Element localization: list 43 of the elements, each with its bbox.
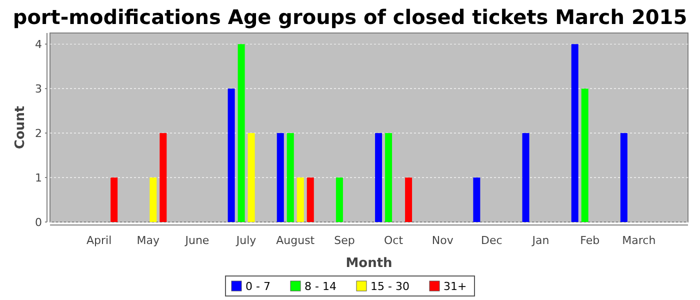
x-tick-label: June bbox=[184, 234, 210, 247]
bar bbox=[228, 88, 235, 222]
bar bbox=[473, 178, 480, 222]
x-tick-label: Dec bbox=[481, 234, 502, 247]
x-tick-label: Jan bbox=[531, 234, 550, 247]
y-tick-label: 3 bbox=[35, 82, 42, 96]
bar bbox=[620, 133, 628, 222]
bar bbox=[276, 133, 284, 222]
bar bbox=[405, 178, 412, 222]
legend-label: 0 - 7 bbox=[246, 280, 270, 293]
bar bbox=[522, 133, 530, 222]
bar bbox=[385, 133, 392, 222]
y-tick-label: 4 bbox=[35, 38, 42, 52]
bar bbox=[238, 44, 245, 222]
x-tick-label: Sep bbox=[334, 234, 355, 247]
bar bbox=[160, 133, 167, 222]
bar bbox=[286, 133, 294, 222]
bar bbox=[375, 133, 382, 222]
x-tick-label: August bbox=[276, 234, 316, 247]
bar bbox=[150, 178, 157, 222]
x-tick-label: Oct bbox=[384, 234, 404, 247]
x-axis-title: Month bbox=[346, 256, 392, 271]
x-tick-label: Nov bbox=[432, 234, 454, 247]
bar bbox=[110, 178, 118, 222]
legend-label: 8 - 14 bbox=[304, 280, 336, 293]
y-tick-label: 0 bbox=[35, 216, 42, 229]
x-tick-label: July bbox=[235, 234, 257, 247]
bar bbox=[571, 44, 578, 222]
x-tick-label: April bbox=[86, 234, 112, 247]
chart-title: port-modifications Age groups of closed tickets March 2015 bbox=[12, 5, 688, 29]
bar bbox=[296, 178, 304, 222]
bar bbox=[248, 133, 255, 222]
y-tick-label: 2 bbox=[35, 127, 42, 140]
x-tick-label: Feb bbox=[580, 234, 600, 247]
x-tick-label: May bbox=[136, 234, 160, 247]
x-tick-label: March bbox=[622, 234, 656, 247]
bar bbox=[336, 178, 343, 222]
legend-label: 15 - 30 bbox=[370, 280, 410, 293]
y-tick-label: 1 bbox=[35, 172, 42, 185]
legend-label: 31+ bbox=[444, 280, 467, 293]
y-axis-title: Count bbox=[13, 106, 28, 150]
bar bbox=[306, 178, 314, 222]
bar bbox=[581, 88, 588, 222]
